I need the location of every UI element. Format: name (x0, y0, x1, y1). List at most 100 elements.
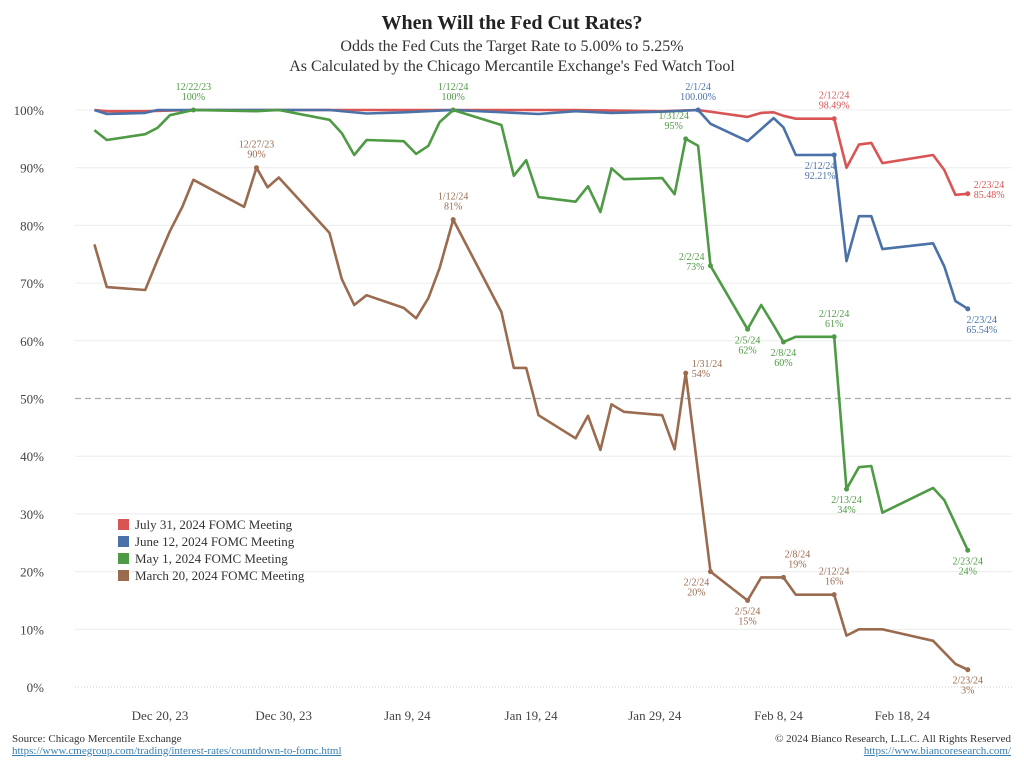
y-tick-label: 70% (20, 276, 44, 291)
y-tick-label: 0% (27, 680, 45, 695)
annotation-date: 2/2/24 (679, 252, 705, 263)
legend: July 31, 2024 FOMC Meeting June 12, 2024… (118, 516, 304, 584)
annotation-value: 100% (441, 92, 464, 103)
chart-title: When Will the Fed Cut Rates? (381, 12, 643, 34)
legend-item-may: May 1, 2024 FOMC Meeting (118, 550, 304, 567)
annotation-point (780, 339, 786, 345)
legend-item-march: March 20, 2024 FOMC Meeting (118, 567, 304, 584)
annotation-point (683, 136, 689, 142)
annotation-date: 2/23/24 (952, 556, 983, 567)
annotation-date: 2/5/24 (735, 606, 761, 617)
y-tick-label: 10% (20, 622, 44, 637)
annotation-date: 1/31/24 (692, 359, 723, 370)
annotation-point (831, 334, 837, 340)
chart-subtitle-2: As Calculated by the Chicago Mercantile … (289, 58, 735, 75)
annotation-point (707, 569, 713, 575)
chart-subtitle-1: Odds the Fed Cuts the Target Rate to 5.0… (340, 38, 684, 55)
annotation-point (253, 165, 259, 171)
legend-swatch (118, 536, 129, 547)
annotation-date: 2/12/24 (805, 161, 836, 172)
annotation-value: 90% (247, 150, 265, 161)
annotation-value: 65.54% (966, 325, 997, 336)
annotation-point (844, 486, 850, 492)
annotation-date: 2/12/24 (819, 309, 850, 320)
series-line (93, 108, 969, 551)
annotation-value: 19% (788, 559, 806, 570)
annotation-point (683, 370, 689, 376)
annotation-date: 2/1/24 (685, 82, 711, 93)
annotation-value: 62% (738, 345, 756, 356)
y-tick-label: 30% (20, 507, 44, 522)
annotation-point (780, 574, 786, 580)
source-link[interactable]: https://www.cmegroup.com/trading/interes… (12, 745, 342, 757)
legend-swatch (118, 570, 129, 581)
y-tick-label: 90% (20, 161, 44, 176)
series-line (93, 166, 969, 671)
annotation-date: 2/8/24 (771, 348, 797, 359)
x-tick-label: Jan 19, 24 (505, 708, 559, 723)
x-tick-label: Jan 29, 24 (628, 708, 682, 723)
legend-swatch (118, 519, 129, 530)
annotation-value: 73% (686, 262, 704, 273)
annotation-value: 100% (182, 92, 205, 103)
legend-label: May 1, 2024 FOMC Meeting (135, 550, 288, 566)
annotation-date: 12/27/23 (239, 140, 275, 151)
annotation-point (965, 547, 971, 553)
annotation-value: 98.49% (819, 101, 850, 112)
x-tick-label: Feb 8, 24 (754, 708, 803, 723)
y-tick-label: 80% (20, 218, 44, 233)
y-tick-label: 40% (20, 449, 44, 464)
annotation-value: 15% (738, 616, 756, 627)
y-tick-label: 50% (20, 392, 44, 407)
annotation-point (831, 152, 837, 158)
legend-swatch (118, 553, 129, 564)
annotation-value: 16% (825, 577, 843, 588)
website-link[interactable]: https://www.biancoresearch.com/ (863, 745, 1011, 757)
annotation-date: 2/13/24 (831, 495, 862, 506)
annotation-point (745, 597, 751, 603)
annotation-value: 3% (961, 686, 974, 697)
annotation-value: 100.00% (680, 92, 716, 103)
annotation-point (831, 116, 837, 122)
annotation-value: 20% (687, 588, 705, 599)
x-tick-label: Dec 20, 23 (132, 708, 189, 723)
x-tick-label: Dec 30, 23 (255, 708, 312, 723)
y-tick-label: 100% (14, 103, 45, 118)
annotation-point (450, 107, 456, 113)
series-line (94, 108, 969, 310)
annotation-point (450, 217, 456, 223)
annotation-date: 2/23/24 (966, 315, 997, 326)
annotation-date: 2/12/24 (819, 91, 850, 102)
annotation-date: 2/12/24 (819, 567, 850, 578)
annotation-value: 24% (959, 566, 977, 577)
annotation-date: 2/2/24 (684, 578, 710, 589)
x-tick-label: Feb 18, 24 (875, 708, 931, 723)
legend-item-june: June 12, 2024 FOMC Meeting (118, 533, 304, 550)
annotation-date: 1/12/24 (438, 192, 469, 203)
annotation-value: 85.48% (974, 190, 1005, 201)
annotation-point (707, 263, 713, 269)
y-tick-label: 60% (20, 334, 44, 349)
annotation-value: 34% (837, 505, 855, 516)
annotation-date: 2/5/24 (735, 335, 761, 346)
legend-label: June 12, 2024 FOMC Meeting (135, 533, 295, 549)
annotation-point (965, 191, 971, 197)
annotation-value: 81% (444, 202, 462, 213)
annotation-date: 2/23/24 (952, 676, 983, 687)
legend-item-july: July 31, 2024 FOMC Meeting (118, 516, 304, 533)
annotation-point (695, 107, 701, 113)
copyright-text: © 2024 Bianco Research, L.L.C. All Right… (775, 733, 1011, 745)
y-tick-label: 20% (20, 565, 44, 580)
source-text: Source: Chicago Mercentile Exchange (12, 733, 182, 745)
legend-label: July 31, 2024 FOMC Meeting (135, 516, 293, 532)
annotation-date: 1/12/24 (438, 82, 469, 93)
annotation-value: 54% (692, 369, 710, 380)
annotation-date: 12/22/23 (176, 82, 212, 93)
x-tick-label: Jan 9, 24 (384, 708, 431, 723)
annotation-point (745, 326, 751, 332)
annotation-value: 61% (825, 319, 843, 330)
annotation-value: 95% (665, 121, 683, 132)
annotation-date: 2/8/24 (785, 549, 811, 560)
annotation-value: 60% (774, 358, 792, 369)
